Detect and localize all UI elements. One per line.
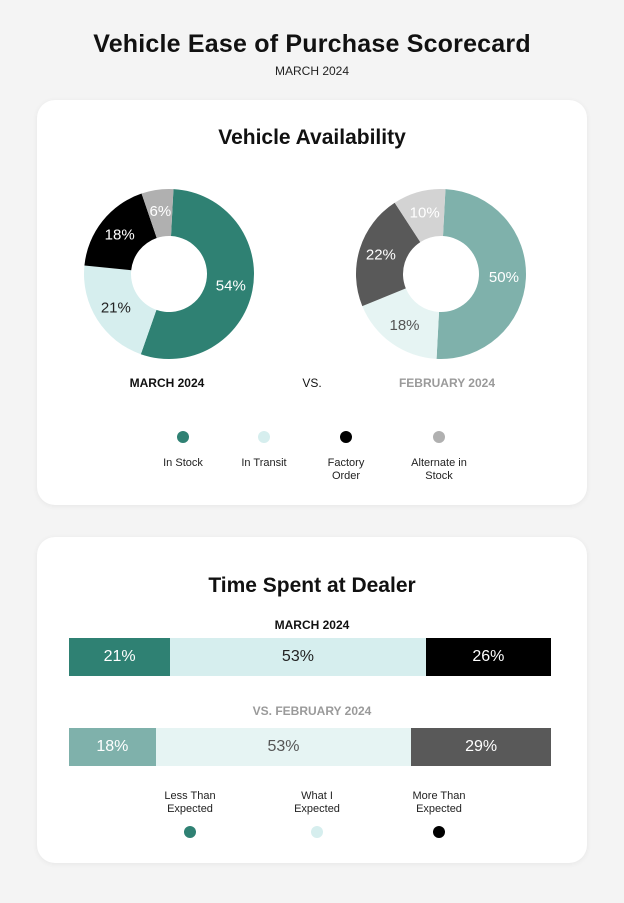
donut-slice-in-transit: [84, 265, 157, 355]
donut-slice-alternate-in-stock: [394, 189, 446, 243]
march-donut-label: MARCH 2024: [129, 376, 205, 390]
bar-segment-more-than-expected: 29%: [411, 728, 551, 766]
legend-label-more-than-expected: More Than Expected: [412, 790, 466, 815]
availability-title: Vehicle Availability: [218, 126, 406, 149]
legend-dot-what-i-expected: [311, 826, 323, 838]
legend-dot-factory-order: [340, 431, 352, 443]
vs-label: VS.: [302, 376, 322, 390]
legend-label-what-i-expected: What I Expected: [294, 790, 340, 815]
donut-value-label: 22%: [366, 247, 396, 264]
legend-label-factory-order: Factory Order: [327, 457, 365, 482]
february-stacked-bar: 18% 53% 29%: [69, 728, 551, 766]
page-subtitle: MARCH 2024: [274, 64, 350, 78]
legend-dot-less-than-expected: [184, 826, 196, 838]
time-spent-title: Time Spent at Dealer: [208, 574, 416, 597]
legend-factory-order: Factory Order: [301, 431, 391, 483]
bar-segment-what-i-expected: 53%: [155, 728, 412, 766]
bar-segment-more-than-expected: 26%: [425, 638, 551, 676]
legend-label-in-stock: In Stock: [163, 457, 203, 469]
donut-slice-alternate-in-stock: [141, 189, 174, 239]
bar-segment-less-than-expected: 21%: [69, 638, 171, 676]
legend-what-i-expected: What I Expected: [267, 790, 367, 838]
february-donut-label: FEBRUARY 2024: [398, 376, 496, 390]
legend-dot-more-than-expected: [433, 826, 445, 838]
donut-slice-factory-order: [356, 202, 421, 307]
bar-segment-what-i-expected: 53%: [170, 638, 426, 676]
donut-value-label: 21%: [101, 299, 131, 316]
donut-slice-in-stock: [436, 189, 526, 359]
march-bar-heading: MARCH 2024: [274, 618, 350, 632]
time-spent-card: Time Spent at Dealer MARCH 2024 21% 53% 26…: [37, 537, 587, 863]
legend-label-in-transit: In Transit: [241, 457, 287, 469]
legend-more-than-expected: More Than Expected: [389, 790, 489, 838]
bar-segment-less-than-expected: 18%: [69, 728, 156, 766]
availability-card: Vehicle Availability 54% 21% 18% 6% 50% 18% 2…: [37, 100, 587, 505]
march-donut-chart: 54% 21% 18% 6%: [84, 189, 254, 359]
february-donut-chart: 50% 18% 22% 10%: [356, 189, 526, 359]
donut-value-label: 18%: [105, 226, 135, 243]
legend-less-than-expected: Less Than Expected: [140, 790, 240, 838]
donut-slice-factory-order: [84, 193, 157, 271]
march-stacked-bar: 21% 53% 26%: [69, 638, 551, 676]
donut-value-label: 50%: [489, 269, 519, 286]
legend-alternate-in-stock: Alternate in Stock: [394, 431, 484, 483]
legend-dot-alternate-in-stock: [433, 431, 445, 443]
donut-value-label: 54%: [216, 278, 246, 295]
legend-in-transit: In Transit: [219, 431, 309, 470]
legend-label-alternate-in-stock: Alternate in Stock: [411, 457, 467, 482]
donut-value-label: 6%: [149, 203, 171, 220]
legend-dot-in-stock: [177, 431, 189, 443]
donut-slice-in-transit: [362, 288, 440, 359]
donut-slice-in-stock: [140, 189, 254, 359]
legend-label-less-than-expected: Less Than Expected: [164, 790, 216, 815]
donut-value-label: 10%: [410, 205, 440, 222]
page-title: Vehicle Ease of Purchase Scorecard: [93, 30, 531, 58]
legend-dot-in-transit: [258, 431, 270, 443]
legend-in-stock: In Stock: [138, 431, 228, 470]
february-bar-heading: VS. FEBRUARY 2024: [252, 704, 372, 718]
donut-value-label: 18%: [389, 317, 419, 334]
